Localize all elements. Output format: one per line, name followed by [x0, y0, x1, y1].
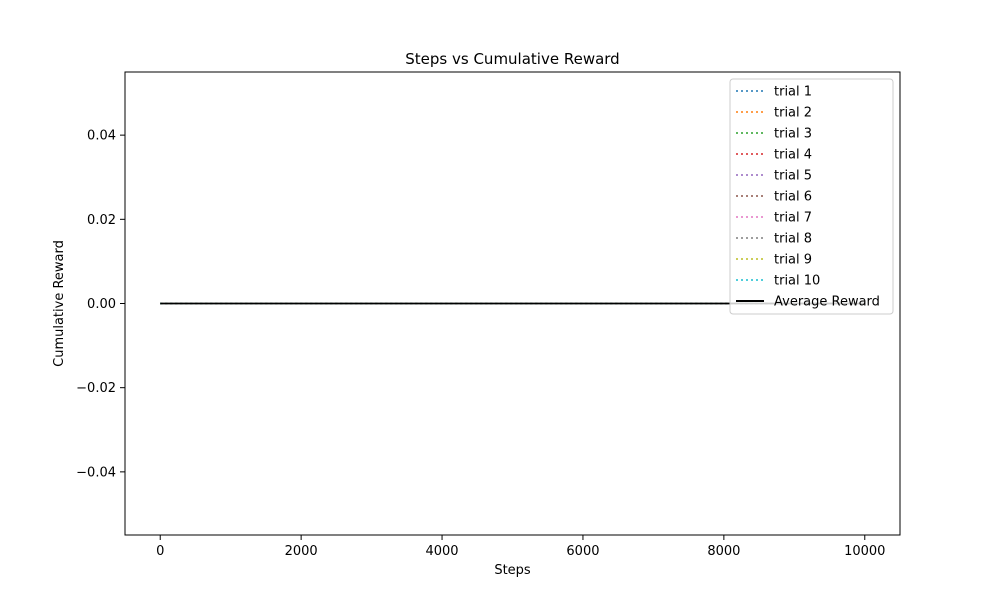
y-tick-label: 0.02	[87, 213, 116, 228]
legend-label-10: trial 10	[774, 274, 820, 289]
legend-label-11: Average Reward	[774, 295, 880, 310]
x-axis: 0 2000 4000 6000 8000 10000	[156, 535, 885, 559]
x-tick-label: 0	[156, 544, 164, 559]
y-tick-label: −0.04	[76, 465, 116, 480]
legend-label-9: trial 9	[774, 253, 812, 268]
legend-label-8: trial 8	[774, 232, 812, 247]
legend-label-4: trial 4	[774, 148, 812, 163]
y-tick-label: −0.02	[76, 381, 116, 396]
y-tick-label: 0.04	[87, 129, 116, 144]
legend-label-6: trial 6	[774, 190, 812, 205]
legend-label-7: trial 7	[774, 211, 812, 226]
x-tick-label: 8000	[707, 544, 740, 559]
y-axis-title: Cumulative Reward	[52, 240, 67, 367]
y-axis: −0.04 −0.02 0.00 0.02 0.04	[76, 129, 125, 480]
legend: trial 1 trial 2 trial 3 trial 4 trial 5 trial…	[729, 78, 894, 315]
x-tick-label: 4000	[425, 544, 458, 559]
x-tick-label: 2000	[285, 544, 318, 559]
x-tick-label: 10000	[844, 544, 885, 559]
legend-box	[729, 78, 894, 315]
x-axis-title: Steps	[494, 563, 531, 578]
y-tick-label: 0.00	[87, 297, 116, 312]
chart-title: Steps vs Cumulative Reward	[405, 50, 619, 68]
x-tick-label: 6000	[566, 544, 599, 559]
legend-label-3: trial 3	[774, 127, 812, 142]
legend-label-2: trial 2	[774, 106, 812, 121]
legend-label-5: trial 5	[774, 169, 812, 184]
legend-label-1: trial 1	[774, 85, 812, 100]
